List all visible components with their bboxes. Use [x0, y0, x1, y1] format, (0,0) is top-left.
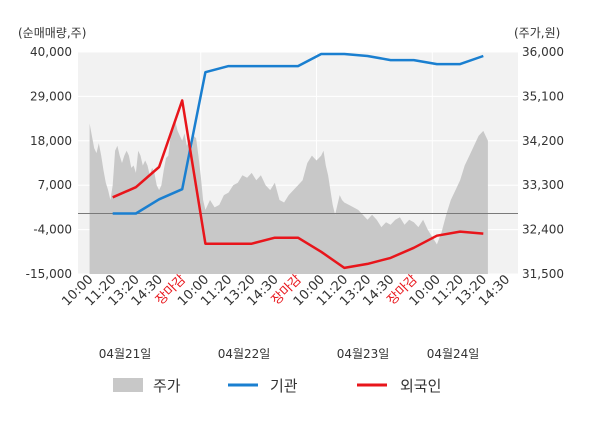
right-axis-unit: (주가,원) — [514, 26, 560, 40]
legend-price-label: 주가 — [153, 377, 181, 395]
right-tick-label: 32,400 — [522, 223, 564, 237]
right-tick-label: 33,300 — [522, 178, 564, 192]
date-label: 04월22일 — [218, 347, 271, 361]
institution-line — [112, 52, 484, 215]
right-tick-label: 31,500 — [522, 267, 564, 281]
left-axis-unit: (순매매량,주) — [18, 26, 86, 40]
left-tick-label: 7,000 — [38, 178, 72, 192]
date-label: 04월21일 — [99, 347, 152, 361]
series-layer — [78, 52, 518, 270]
right-tick-label: 36,000 — [522, 45, 564, 59]
left-tick-label: -4,000 — [33, 223, 72, 237]
date-label: 04월23일 — [337, 347, 390, 361]
legend-institution-label: 기관 — [270, 377, 298, 395]
legend-price-swatch — [113, 378, 143, 392]
legend: 주가 기관 외국인 — [113, 377, 441, 395]
left-tick-label: 18,000 — [30, 134, 72, 148]
right-tick-label: 35,100 — [522, 89, 564, 103]
date-label: 04월24일 — [427, 347, 480, 361]
axes-layer: 40,000 29,000 18,000 7,000 -4,000 -15,000 36,0… — [26, 45, 564, 361]
legend-foreign-label: 외국인 — [400, 377, 441, 395]
right-tick-label: 34,200 — [522, 134, 564, 148]
left-tick-label: 29,000 — [30, 89, 72, 103]
left-tick-label: -15,000 — [26, 267, 72, 281]
left-tick-label: 40,000 — [30, 45, 72, 59]
foreign-line — [112, 99, 484, 270]
